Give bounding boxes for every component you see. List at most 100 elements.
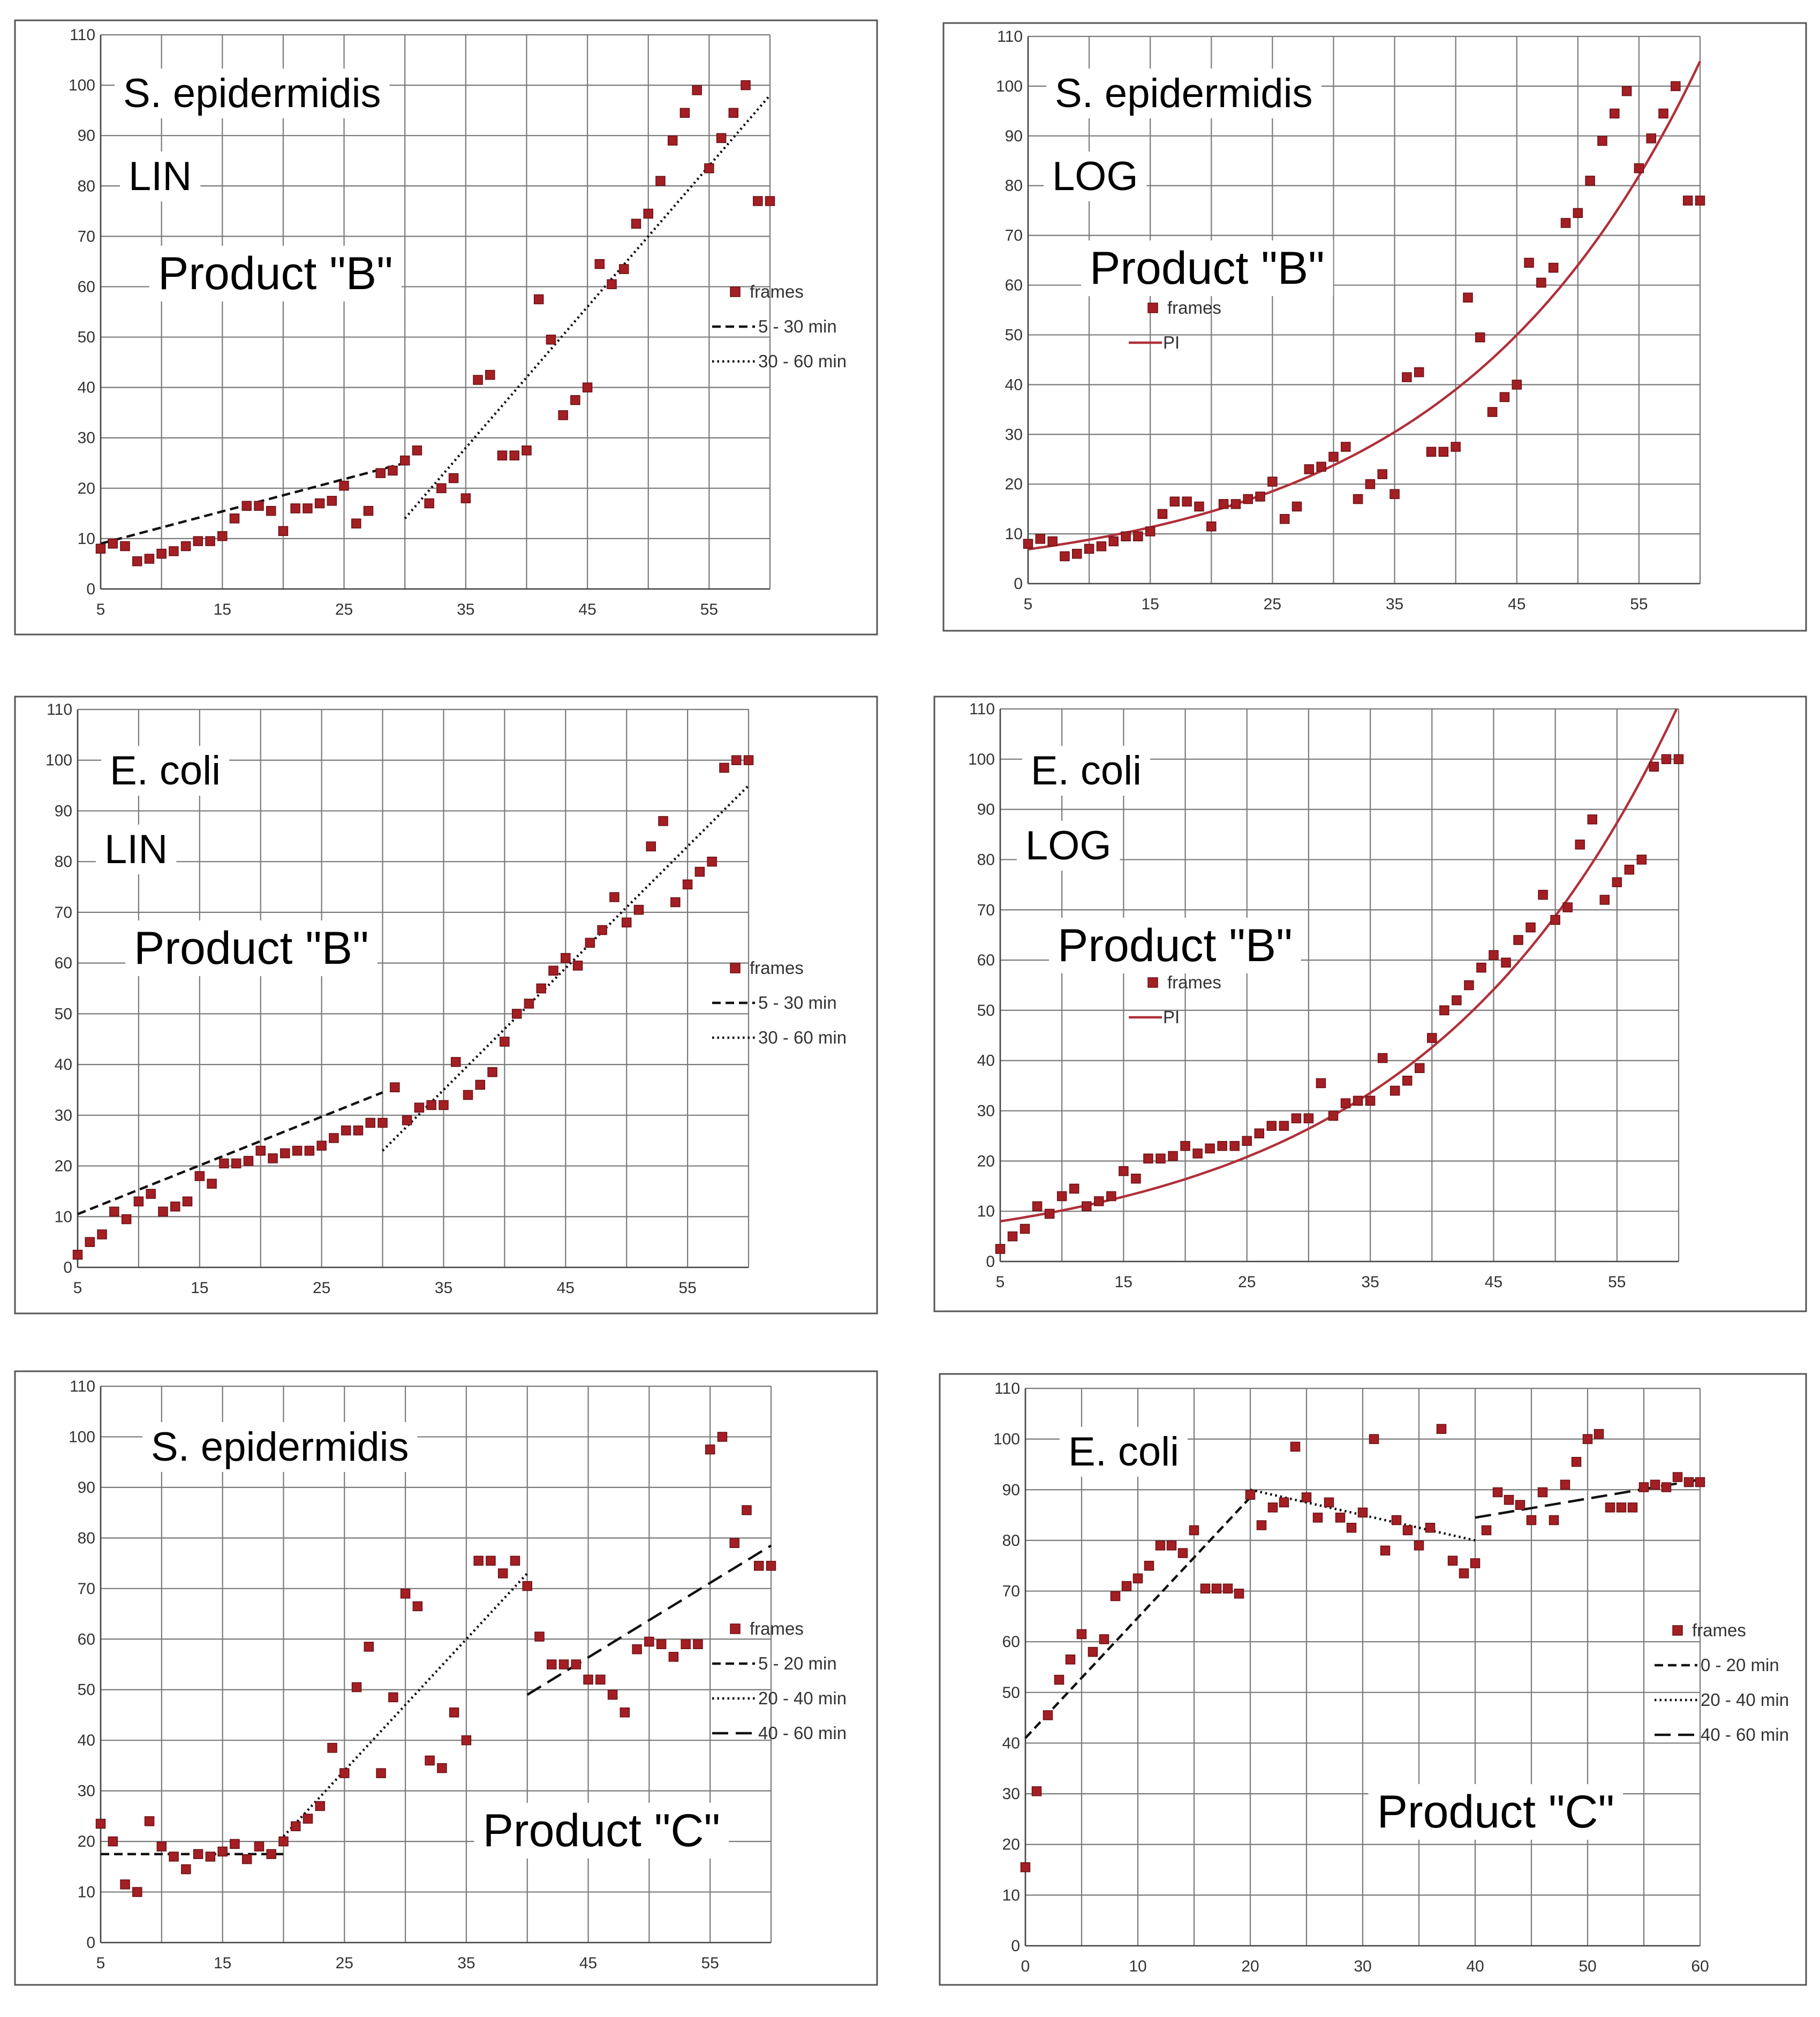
data-point: [1414, 1540, 1424, 1551]
data-point: [1182, 496, 1192, 507]
product-label: Product "B": [1090, 243, 1325, 294]
data-point: [1548, 262, 1559, 273]
product-label: Product "B": [134, 923, 369, 974]
data-point: [1646, 133, 1656, 143]
data-point: [1180, 1140, 1190, 1151]
data-point: [1108, 536, 1119, 547]
data-point: [169, 1852, 179, 1862]
data-point: [1365, 479, 1376, 489]
data-point: [231, 1158, 241, 1169]
data-point: [376, 1768, 386, 1778]
data-point: [193, 536, 203, 546]
y-tick-label: 40: [1005, 376, 1023, 394]
product-label-backdrop: [1368, 1784, 1623, 1840]
legend: frames 5 - 30 min 30 - 60 min: [712, 282, 847, 371]
data-point: [1082, 1201, 1092, 1212]
legend-label: 40 - 60 min: [758, 1723, 847, 1743]
y-tick-label: 100: [69, 1428, 95, 1446]
data-point: [717, 1432, 728, 1442]
scale-mode-label: LIN: [129, 154, 192, 199]
data-point: [1427, 1033, 1437, 1043]
data-point: [1072, 549, 1082, 559]
data-point: [414, 1102, 425, 1113]
data-point: [402, 1115, 412, 1125]
y-tick-label: 0: [1011, 1937, 1020, 1955]
data-point: [1099, 1634, 1109, 1644]
y-tick-label: 90: [1005, 127, 1023, 145]
x-tick-label: 35: [457, 1954, 475, 1972]
organism-label-backdrop: [142, 1422, 418, 1472]
data-point: [595, 1674, 606, 1685]
data-point: [1560, 218, 1571, 228]
y-tick-label: 50: [55, 1005, 72, 1023]
data-point: [351, 518, 361, 528]
data-point: [692, 85, 702, 95]
data-point: [1612, 877, 1622, 887]
y-tick-label: 50: [1002, 1684, 1020, 1702]
data-point: [621, 917, 632, 928]
data-point: [705, 1444, 715, 1455]
y-tick-label: 70: [78, 228, 95, 245]
data-point: [561, 953, 571, 963]
data-point: [607, 279, 617, 289]
data-point: [753, 196, 763, 206]
data-point: [681, 1639, 691, 1649]
data-point: [170, 1202, 180, 1212]
data-point: [571, 1659, 582, 1669]
scale-mode-label-backdrop: [1017, 821, 1120, 871]
data-point: [254, 501, 264, 511]
data-point: [1476, 962, 1486, 973]
data-point: [255, 1145, 266, 1156]
data-point: [1177, 1548, 1188, 1558]
x-tick-label: 45: [1508, 595, 1526, 613]
data-point: [1194, 501, 1204, 512]
x-tick-label: 45: [579, 1954, 597, 1972]
data-point: [658, 816, 668, 826]
y-tick-label: 70: [1002, 1583, 1020, 1600]
x-tick-label: 5: [96, 601, 105, 618]
data-point: [1515, 1500, 1526, 1510]
data-point: [585, 938, 595, 948]
product-label-backdrop: [125, 920, 377, 976]
x-tick-label: 15: [214, 1954, 231, 1972]
data-point: [1060, 551, 1070, 562]
data-point: [511, 1009, 522, 1019]
y-tick-label: 10: [55, 1208, 72, 1226]
y-tick-label: 60: [55, 955, 72, 972]
y-tick-label: 10: [1002, 1886, 1020, 1904]
x-tick-label: 55: [1608, 1273, 1626, 1291]
y-tick-label: 10: [78, 1884, 95, 1901]
data-point: [1438, 447, 1449, 457]
data-point: [1328, 451, 1339, 462]
y-tick-label: 0: [63, 1259, 72, 1276]
legend-label: 30 - 60 min: [758, 1028, 847, 1047]
y-tick-label: 110: [997, 28, 1023, 46]
data-point: [1229, 1140, 1240, 1151]
data-point: [1084, 543, 1094, 554]
data-point: [1451, 442, 1461, 452]
x-tick-label: 5: [96, 1954, 105, 1972]
x-tick-label: 45: [557, 1279, 575, 1297]
data-point: [217, 1846, 228, 1857]
data-point: [1638, 1482, 1649, 1492]
data-point: [1605, 1502, 1615, 1513]
data-point: [1452, 995, 1462, 1006]
data-point: [1069, 1183, 1079, 1194]
data-point: [1594, 1429, 1604, 1439]
legend-label: 5 - 30 min: [758, 316, 837, 336]
legend-label: frames: [750, 958, 804, 978]
data-point: [1023, 539, 1033, 549]
data-point: [1459, 1568, 1469, 1578]
x-tick-label: 0: [1021, 1958, 1030, 1975]
data-point: [1131, 1173, 1141, 1184]
data-point: [497, 450, 508, 460]
data-point: [1211, 1583, 1222, 1594]
data-point: [646, 841, 656, 852]
legend-label: 20 - 40 min: [1701, 1690, 1789, 1710]
data-point: [85, 1237, 95, 1247]
data-point: [132, 1887, 142, 1897]
data-point: [1616, 1502, 1627, 1513]
y-tick-label: 80: [1002, 1532, 1020, 1550]
y-tick-label: 80: [78, 177, 95, 195]
data-point: [1316, 1078, 1326, 1089]
